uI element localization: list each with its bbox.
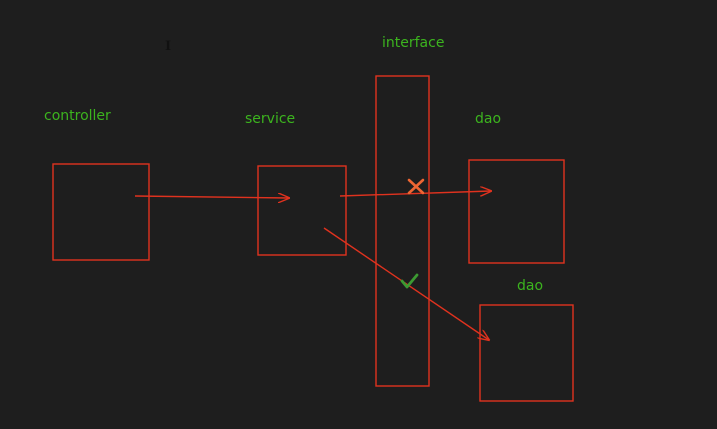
dao-bottom-box	[479, 304, 574, 402]
arrow-service-to-dao-top	[339, 191, 491, 197]
text-cursor-icon: I	[165, 39, 171, 54]
arrow-service-to-dao-bottom	[323, 227, 489, 340]
dao-bottom-label: dao	[517, 278, 543, 294]
controller-label: controller	[44, 108, 111, 124]
controller-box	[52, 163, 150, 261]
cross-icon	[407, 178, 425, 195]
interface-label: interface	[382, 35, 444, 51]
interface-bar	[375, 75, 430, 387]
dao-top-label: dao	[475, 111, 501, 127]
service-box	[257, 165, 347, 256]
dao-top-box	[468, 159, 565, 264]
arrow-controller-to-service	[134, 196, 289, 198]
check-icon	[400, 273, 419, 289]
service-label: service	[245, 111, 295, 127]
